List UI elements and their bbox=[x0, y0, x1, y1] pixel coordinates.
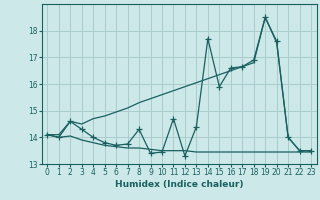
X-axis label: Humidex (Indice chaleur): Humidex (Indice chaleur) bbox=[115, 180, 244, 189]
